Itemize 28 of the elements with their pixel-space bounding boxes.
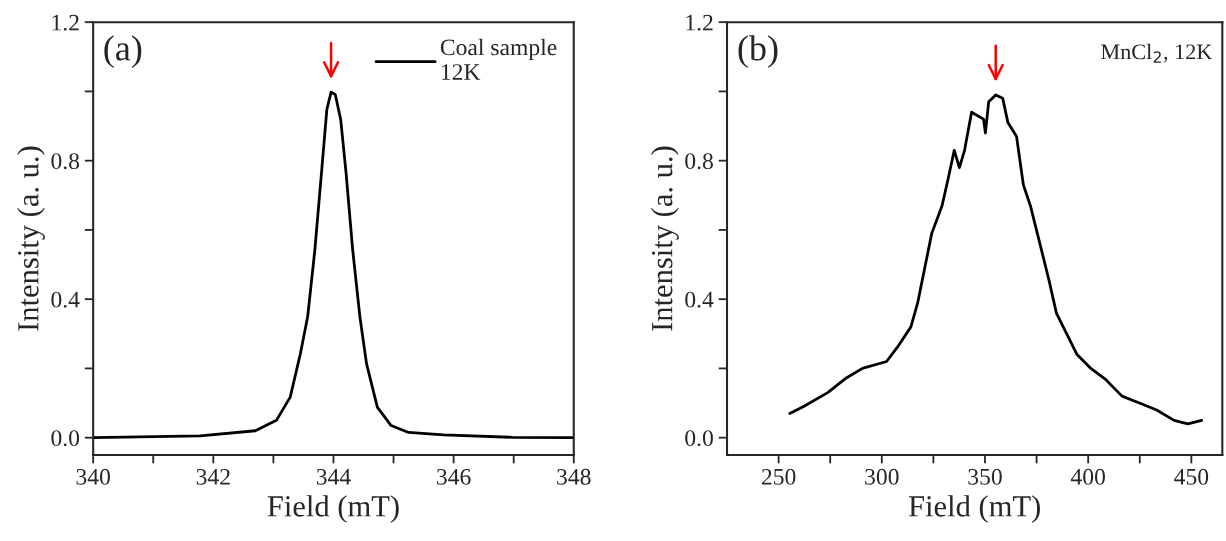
- x-tick-label: 450: [1174, 468, 1209, 485]
- x-tick-label: 300: [865, 468, 899, 485]
- x-axis-title: Field (mT): [267, 495, 399, 523]
- x-tick-label: 340: [76, 468, 110, 485]
- line-series: [788, 93, 1204, 426]
- y-tick-label: 0.0: [685, 430, 713, 447]
- line-series: [93, 90, 574, 440]
- x-tick-label: 344: [316, 468, 351, 485]
- y-tick-label: 0.4: [51, 291, 80, 308]
- y-tick-label: 0.4: [685, 291, 714, 308]
- y-tick-label: 1.2: [52, 14, 79, 31]
- x-tick-label: 250: [761, 468, 796, 485]
- x-tick-label: 348: [557, 468, 591, 485]
- x-tick-label: 346: [437, 468, 471, 485]
- legend-label: Coal sample 12K: [440, 38, 557, 80]
- x-tick-label: 342: [196, 468, 230, 485]
- y-tick-label: 1.2: [686, 14, 713, 31]
- annotation: (b): [738, 35, 778, 68]
- y-axis-title: Intensity (a. u.): [17, 146, 45, 331]
- annotation: MnCl$_{2}$, 12K: [1101, 43, 1213, 63]
- y-tick-label: 0.8: [51, 153, 80, 170]
- x-tick-label: 350: [968, 468, 1002, 485]
- y-axis-title: Intensity (a. u.): [650, 146, 679, 331]
- x-axis-title: Field (mT): [908, 495, 1040, 523]
- x-tick-label: 400: [1070, 468, 1105, 485]
- annotation: (a): [104, 35, 142, 68]
- y-tick-label: 0.8: [685, 153, 713, 170]
- y-tick-label: 0.0: [51, 430, 80, 447]
